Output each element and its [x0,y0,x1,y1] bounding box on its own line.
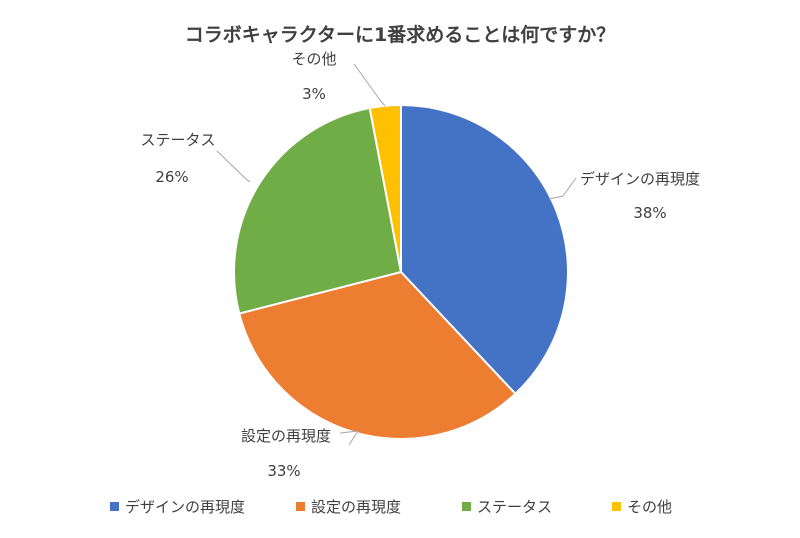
slice-category-label-1: デザインの再現度 [580,170,700,188]
pie-slice-1 [400,103,569,396]
legend-label-3: ステータス [477,497,553,516]
legend-item-4: その他 [612,494,672,518]
legend-item-1: デザインの再現度 [110,494,245,518]
pie-slice-2 [238,270,517,440]
slice-percent-label-1: 38% [633,204,666,222]
legend-swatch-4 [612,501,621,511]
legend-swatch-2 [296,501,305,511]
leader-line-1 [548,177,577,200]
leader-line-3 [216,150,251,183]
slice-category-label-3: ステータス [140,131,215,149]
leader-line-4 [353,63,386,107]
slice-percent-label-4: 3% [302,85,326,103]
chart-legend: デザインの再現度 設定の再現度 ステータス その他 [0,494,800,518]
legend-label-1: デザインの再現度 [125,497,246,516]
slice-percent-label-2: 33% [267,462,300,480]
slice-category-label-2: 設定の再現度 [241,427,331,445]
slice-percent-label-3: 26% [155,168,188,186]
slice-category-label-4: その他 [291,50,336,68]
legend-swatch-1 [110,501,119,511]
legend-label-2: 設定の再現度 [311,497,402,516]
leader-line-2 [339,430,359,446]
chart-title: コラボキャラクターに1番求めることは何ですか？ [184,24,616,46]
legend-label-4: その他 [627,497,673,516]
legend-item-2: 設定の再現度 [296,494,401,518]
legend-swatch-3 [462,501,471,511]
pie-slice-3 [233,106,403,315]
legend-item-3: ステータス [462,494,552,518]
